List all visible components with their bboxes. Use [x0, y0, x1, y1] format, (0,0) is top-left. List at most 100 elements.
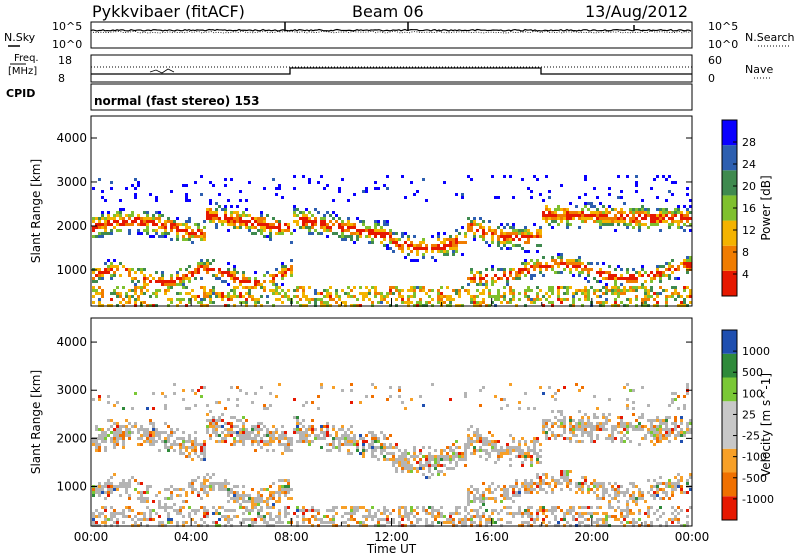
echo-cell: [134, 178, 137, 181]
echo-cell: [134, 515, 137, 518]
echo-cell: [272, 431, 275, 434]
echo-cell: [491, 241, 494, 244]
echo-cell: [485, 449, 488, 452]
echo-cell: [662, 217, 665, 220]
echo-cell: [236, 494, 239, 497]
echo-cell: [623, 223, 626, 226]
echo-cell: [395, 298, 398, 301]
echo-cell: [458, 292, 461, 295]
echo-cell: [290, 271, 293, 274]
echo-cell: [242, 286, 245, 289]
echo-cell: [587, 292, 590, 295]
echo-cell: [671, 286, 674, 289]
echo-cell: [653, 443, 656, 446]
echo-cell: [287, 223, 290, 226]
echo-cell: [278, 509, 281, 512]
echo-cell: [659, 431, 662, 434]
echo-cell: [215, 431, 218, 434]
echo-cell: [671, 193, 674, 196]
echo-cell: [572, 509, 575, 512]
echo-cell: [401, 518, 404, 521]
echo-cell: [626, 175, 629, 178]
echo-cell: [383, 223, 386, 226]
y-tick-label: 1000: [56, 263, 87, 277]
echo-cell: [554, 392, 557, 395]
echo-cell: [392, 241, 395, 244]
echo-cell: [143, 500, 146, 503]
echo-cell: [290, 265, 293, 268]
echo-cell: [674, 518, 677, 521]
echo-cell: [305, 428, 308, 431]
echo-cell: [305, 214, 308, 217]
echo-cell: [290, 268, 293, 271]
echo-cell: [635, 497, 638, 500]
echo-cell: [149, 422, 152, 425]
echo-cell: [644, 211, 647, 214]
echo-cell: [482, 497, 485, 500]
echo-cell: [215, 208, 218, 211]
echo-cell: [632, 521, 635, 524]
echo-cell: [383, 235, 386, 238]
echo-cell: [227, 283, 230, 286]
echo-cell: [437, 473, 440, 476]
echo-cell: [464, 521, 467, 524]
echo-cell: [269, 229, 272, 232]
echo-cell: [101, 232, 104, 235]
echo-cell: [170, 277, 173, 280]
echo-cell: [371, 437, 374, 440]
echo-cell: [260, 220, 263, 223]
echo-cell: [218, 193, 221, 196]
echo-cell: [326, 509, 329, 512]
echo-cell: [272, 449, 275, 452]
echo-cell: [371, 286, 374, 289]
echo-cell: [503, 271, 506, 274]
echo-cell: [647, 479, 650, 482]
echo-cell: [341, 521, 344, 524]
echo-cell: [656, 425, 659, 428]
echo-cell: [635, 181, 638, 184]
echo-cell: [560, 208, 563, 211]
echo-cell: [599, 280, 602, 283]
echo-cell: [95, 425, 98, 428]
echo-cell: [269, 497, 272, 500]
echo-cell: [95, 274, 98, 277]
echo-cell: [557, 434, 560, 437]
echo-cell: [326, 223, 329, 226]
echo-cell: [170, 286, 173, 289]
echo-cell: [605, 214, 608, 217]
echo-cell: [683, 404, 686, 407]
echo-cell: [242, 434, 245, 437]
echo-cell: [161, 521, 164, 524]
echo-cell: [164, 506, 167, 509]
echo-cell: [425, 199, 428, 202]
echo-cell: [146, 434, 149, 437]
echo-cell: [197, 262, 200, 265]
echo-cell: [653, 512, 656, 515]
echo-cell: [362, 437, 365, 440]
echo-cell: [122, 208, 125, 211]
echo-cell: [347, 437, 350, 440]
echo-cell: [440, 464, 443, 467]
echo-cell: [128, 437, 131, 440]
echo-cell: [269, 512, 272, 515]
echo-cell: [185, 446, 188, 449]
echo-cell: [245, 286, 248, 289]
echo-cell: [608, 413, 611, 416]
echo-cell: [278, 500, 281, 503]
echo-cell: [473, 449, 476, 452]
echo-cell: [449, 521, 452, 524]
echo-cell: [287, 449, 290, 452]
echo-cell: [584, 220, 587, 223]
echo-cell: [371, 383, 374, 386]
echo-cell: [554, 214, 557, 217]
echo-cell: [194, 521, 197, 524]
echo-cell: [110, 262, 113, 265]
echo-cell: [587, 422, 590, 425]
echo-cell: [575, 289, 578, 292]
echo-cell: [488, 455, 491, 458]
echo-cell: [434, 467, 437, 470]
echo-cell: [302, 289, 305, 292]
echo-cell: [677, 292, 680, 295]
echo-cell: [125, 434, 128, 437]
echo-cell: [302, 292, 305, 295]
